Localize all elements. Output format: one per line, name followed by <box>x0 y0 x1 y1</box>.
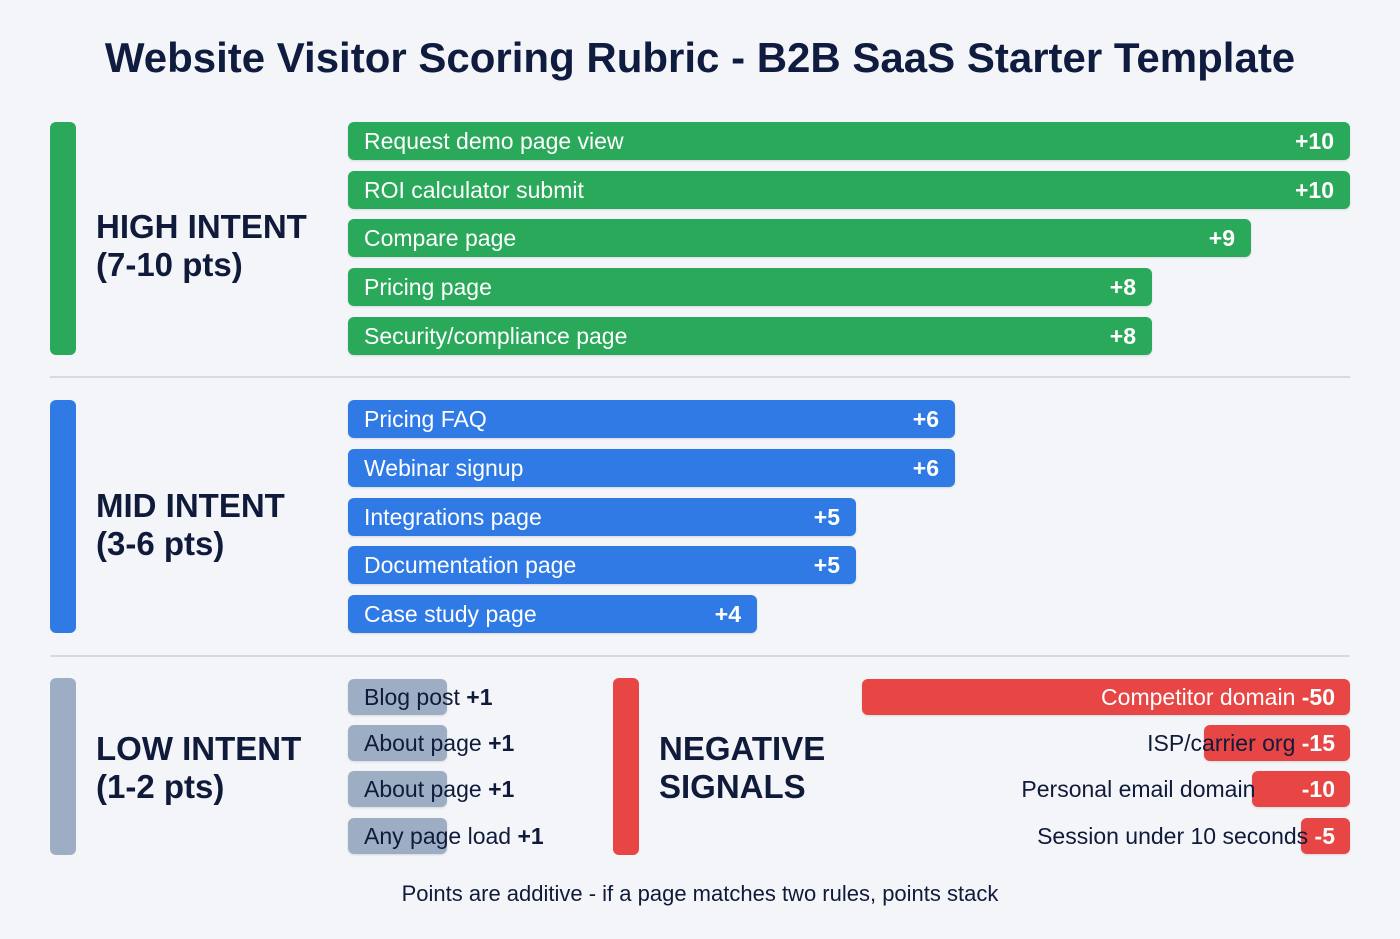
bar-label: Pricing FAQ <box>364 406 487 432</box>
high-bar: ROI calculator submit +10 <box>348 171 1350 209</box>
bar-value: +10 <box>1294 128 1334 154</box>
group-title: MID INTENT <box>96 487 285 524</box>
mid-bar: Case study page +4 <box>348 595 757 633</box>
negative-signals-accent <box>613 678 639 855</box>
bar-label: Security/compliance page <box>364 323 628 349</box>
low-bar <box>348 818 447 854</box>
bar-label: Case study page <box>364 601 537 627</box>
bar-label: About page <box>364 776 482 802</box>
bar-value: +1 <box>517 823 544 849</box>
bar-value: +4 <box>714 601 741 627</box>
bar-label: Request demo page view <box>364 128 624 154</box>
bar-label: Integrations page <box>364 504 542 530</box>
bar-label: ISP/carrier org <box>1147 730 1296 756</box>
bar-value: +1 <box>488 776 515 802</box>
low-item-text: About page +1 <box>364 725 514 761</box>
bar-label: Session under 10 seconds <box>1037 823 1309 849</box>
bar-value: +6 <box>912 455 939 481</box>
high-bar: Request demo page view +10 <box>348 122 1350 160</box>
negative-bar <box>1204 725 1350 761</box>
bar-value: +8 <box>1109 323 1136 349</box>
low-bar <box>348 771 447 807</box>
mid-intent-accent <box>50 400 76 633</box>
group-range: (1-2 pts) <box>96 768 225 805</box>
bar-value: +8 <box>1109 274 1136 300</box>
group-title: HIGH INTENT <box>96 208 307 245</box>
group-range: (7-10 pts) <box>96 246 243 283</box>
bar-value: -5 <box>1314 823 1335 849</box>
negative-item-text: ISP/carrier org -15 <box>1147 725 1335 761</box>
bar-value: -50 <box>1301 684 1335 710</box>
low-bar <box>348 679 447 715</box>
bar-label: Webinar signup <box>364 455 524 481</box>
high-intent-accent <box>50 122 76 355</box>
low-intent-accent <box>50 678 76 855</box>
bar-label: Compare page <box>364 225 517 251</box>
mid-intent-label: MID INTENT (3-6 pts) <box>96 487 285 563</box>
negative-bar <box>862 679 1350 715</box>
bar-value: +5 <box>813 504 840 530</box>
mid-bar: Pricing FAQ +6 <box>348 400 955 438</box>
group-title: LOW INTENT <box>96 730 302 767</box>
negative-item-text: Personal email domain -10 <box>1021 771 1335 807</box>
low-bar <box>348 725 447 761</box>
bar-value: +10 <box>1294 177 1334 203</box>
mid-bar: Webinar signup +6 <box>348 449 955 487</box>
chart-title: Website Visitor Scoring Rubric - B2B Saa… <box>104 34 1296 81</box>
bar-value: +9 <box>1208 225 1235 251</box>
negative-signals-label: NEGATIVE SIGNALS <box>659 730 825 806</box>
bar-label: Blog post <box>364 684 460 710</box>
bar-value: +1 <box>488 730 515 756</box>
bar-label: Competitor domain <box>1101 684 1296 710</box>
negative-bar <box>1252 771 1350 807</box>
negative-item-text: Session under 10 seconds -5 <box>1037 818 1335 854</box>
bar-value: -10 <box>1301 776 1335 802</box>
low-intent-label: LOW INTENT (1-2 pts) <box>96 730 301 806</box>
high-bar: Compare page +9 <box>348 219 1251 257</box>
bar-label: Documentation page <box>364 552 577 578</box>
bar-label: Any page load <box>364 823 512 849</box>
bar-label: About page <box>364 730 482 756</box>
bar-value: +5 <box>813 552 840 578</box>
group-range: (3-6 pts) <box>96 525 225 562</box>
footer-note: Points are additive - if a page matches … <box>401 881 999 906</box>
high-bar: Pricing page +8 <box>348 268 1152 306</box>
mid-bar: Integrations page +5 <box>348 498 856 536</box>
group-title: NEGATIVE <box>659 730 826 767</box>
bar-value: +6 <box>912 406 939 432</box>
bar-label: Personal email domain <box>1021 776 1256 802</box>
high-intent-label: HIGH INTENT (7-10 pts) <box>96 208 307 284</box>
low-item-text: About page +1 <box>364 771 514 807</box>
low-item-text: Any page load +1 <box>364 818 544 854</box>
bar-value: -15 <box>1301 730 1335 756</box>
divider <box>50 655 1350 657</box>
low-item-text: Blog post +1 <box>364 679 493 715</box>
bar-label: Pricing page <box>364 274 492 300</box>
high-bar: Security/compliance page +8 <box>348 317 1152 355</box>
negative-item-text: Competitor domain -50 <box>1101 679 1335 715</box>
divider <box>50 376 1350 378</box>
bar-value: +1 <box>466 684 493 710</box>
mid-bar: Documentation page +5 <box>348 546 856 584</box>
bar-label: ROI calculator submit <box>364 177 584 203</box>
negative-bar <box>1301 818 1350 854</box>
group-range: SIGNALS <box>659 768 806 805</box>
